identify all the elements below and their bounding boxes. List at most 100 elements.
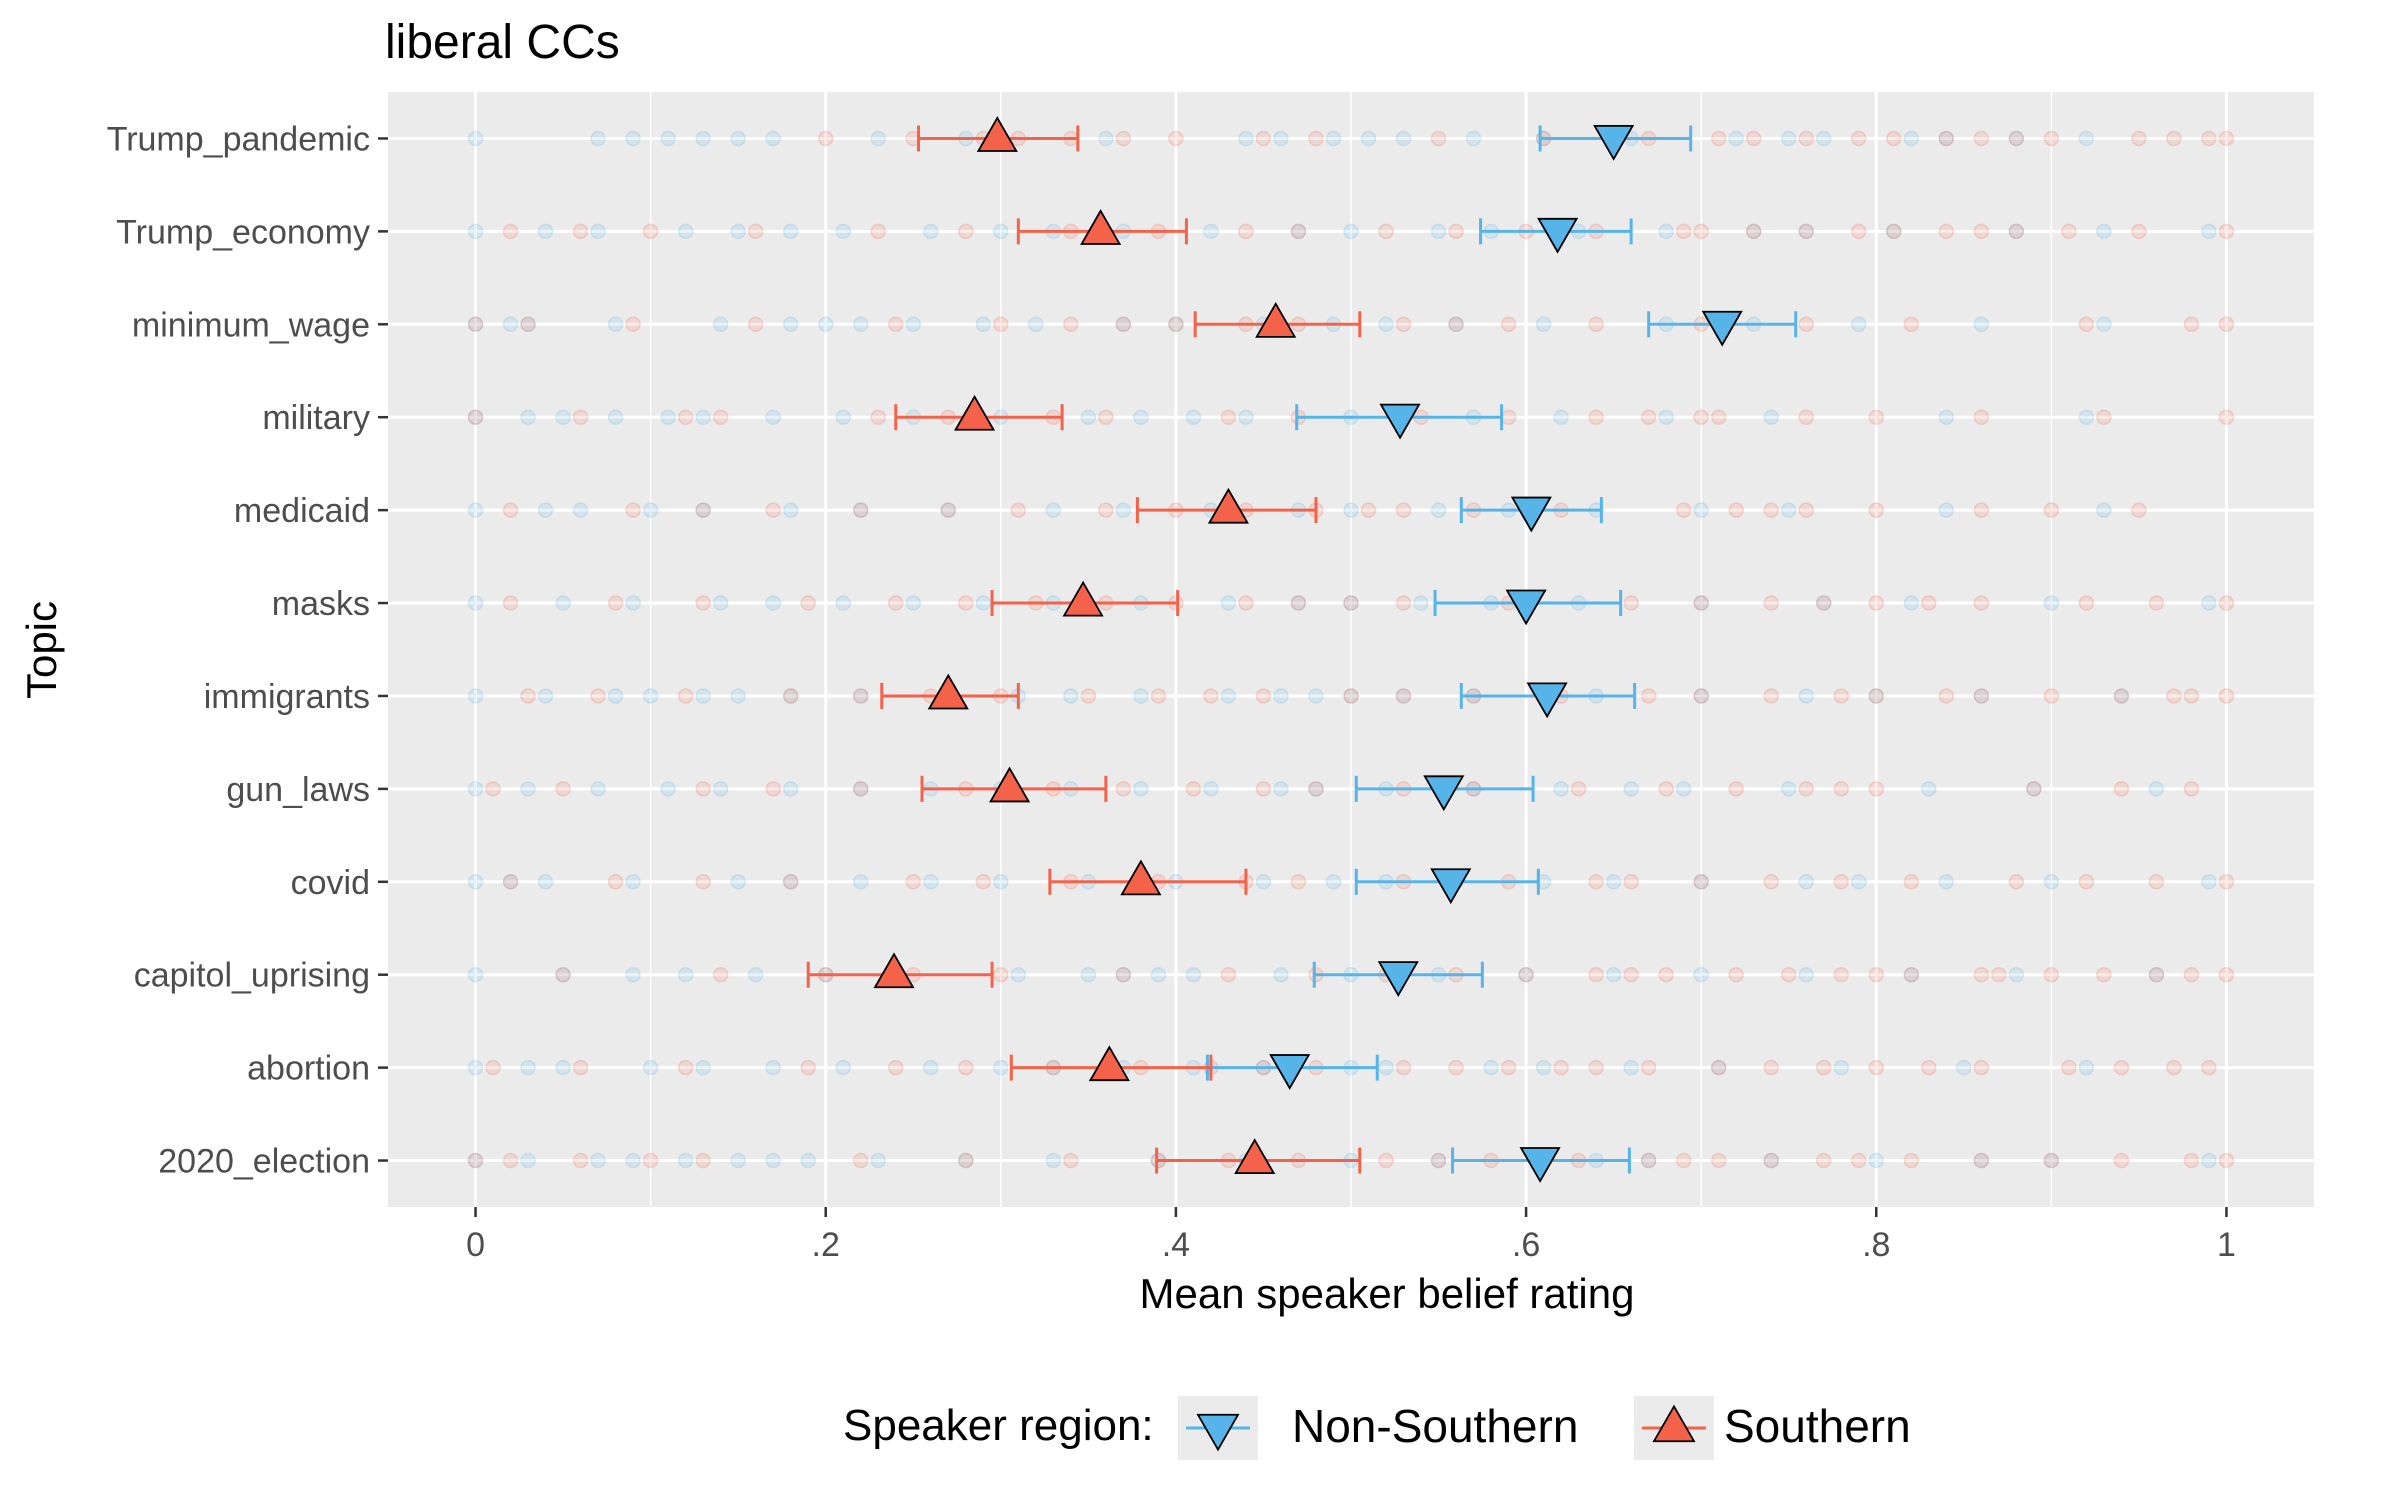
- raw-point-southern: [1640, 409, 1657, 425]
- raw-point-southern: [1833, 966, 1850, 983]
- raw-point-southern: [1886, 130, 1902, 147]
- raw-point-non-southern: [993, 874, 1009, 890]
- raw-point-southern: [2078, 874, 2095, 890]
- raw-point-southern: [852, 1152, 869, 1169]
- raw-point-southern: [1938, 223, 1955, 240]
- raw-point-non-southern: [1273, 688, 1289, 704]
- raw-point-non-southern: [1763, 1152, 1779, 1169]
- raw-point-non-southern: [1080, 409, 1097, 425]
- raw-point-southern: [1693, 688, 1709, 704]
- raw-point-southern: [2148, 595, 2165, 611]
- raw-point-non-southern: [1203, 781, 1219, 797]
- raw-point-southern: [2218, 874, 2235, 890]
- raw-point-southern: [572, 223, 589, 240]
- raw-point-southern: [1675, 1152, 1692, 1169]
- raw-point-non-southern: [1973, 316, 1990, 333]
- mean-marker-non-southern: [1423, 775, 1465, 812]
- raw-point-southern: [1098, 502, 1114, 518]
- raw-point-southern: [572, 1152, 589, 1169]
- raw-point-southern: [1710, 1059, 1727, 1076]
- raw-point-non-southern: [555, 1059, 571, 1076]
- raw-point-non-southern: [467, 595, 484, 611]
- raw-point-non-southern: [1833, 1059, 1850, 1076]
- raw-point-non-southern: [782, 502, 799, 518]
- raw-point-southern: [1203, 688, 1219, 704]
- mean-marker-non-southern: [1537, 217, 1579, 254]
- raw-point-non-southern: [1938, 130, 1955, 147]
- y-tick-label: masks: [272, 585, 370, 623]
- raw-point-non-southern: [1115, 502, 1132, 518]
- y-tick-label: 2020_election: [158, 1143, 370, 1181]
- raw-point-non-southern: [1133, 409, 1149, 425]
- raw-point-non-southern: [520, 1059, 536, 1076]
- raw-point-non-southern: [537, 223, 554, 240]
- raw-point-southern: [1448, 1059, 1464, 1076]
- mean-marker-southern: [1255, 301, 1297, 338]
- raw-point-southern: [2113, 688, 2130, 704]
- y-tick-label: military: [262, 399, 370, 437]
- raw-point-southern: [1185, 781, 1202, 797]
- raw-point-southern: [1098, 409, 1114, 425]
- raw-point-southern: [1973, 966, 1990, 983]
- raw-point-non-southern: [2201, 1152, 2217, 1169]
- raw-point-southern: [782, 874, 799, 890]
- raw-point-southern: [2183, 688, 2200, 704]
- raw-point-southern: [2078, 595, 2095, 611]
- mean-marker-southern: [1062, 580, 1104, 617]
- raw-point-non-southern: [1430, 1152, 1447, 1169]
- raw-point-non-southern: [1903, 130, 1920, 147]
- raw-point-southern: [2183, 966, 2200, 983]
- raw-point-southern: [1168, 316, 1184, 333]
- mean-marker-southern: [1088, 1045, 1130, 1082]
- mean-marker-non-southern: [1519, 1147, 1561, 1183]
- raw-point-southern: [1220, 966, 1237, 983]
- raw-point-southern: [502, 223, 519, 240]
- raw-point-non-southern: [1325, 130, 1342, 147]
- raw-point-non-southern: [1623, 1059, 1639, 1076]
- y-tick-label: medicaid: [234, 492, 370, 530]
- raw-point-southern: [1658, 781, 1674, 797]
- raw-point-non-southern: [1535, 316, 1552, 333]
- raw-point-non-southern: [2201, 874, 2217, 890]
- raw-point-non-southern: [835, 595, 851, 611]
- y-tick-label: covid: [291, 864, 370, 902]
- raw-point-southern: [2096, 966, 2112, 983]
- raw-point-non-southern: [1605, 874, 1622, 890]
- y-tick-label: immigrants: [204, 678, 370, 716]
- raw-point-non-southern: [2096, 316, 2112, 333]
- raw-point-non-southern: [923, 874, 939, 890]
- raw-point-southern: [1623, 595, 1639, 611]
- raw-point-southern: [765, 502, 781, 518]
- raw-point-southern: [2166, 1059, 2182, 1076]
- raw-point-southern: [502, 1152, 519, 1169]
- raw-point-non-southern: [1605, 966, 1622, 983]
- raw-point-non-southern: [2043, 1152, 2060, 1169]
- raw-point-southern: [642, 223, 659, 240]
- raw-point-non-southern: [1693, 688, 1709, 704]
- y-axis: Trump_pandemic Trump_economy minimum_wagem…: [107, 120, 388, 1181]
- raw-point-non-southern: [467, 1059, 484, 1076]
- raw-point-southern: [1430, 130, 1447, 147]
- raw-point-southern: [1710, 1152, 1727, 1169]
- raw-point-non-southern: [1343, 688, 1359, 704]
- raw-point-non-southern: [467, 316, 484, 333]
- raw-point-non-southern: [467, 1152, 484, 1169]
- raw-point-non-southern: [782, 223, 799, 240]
- raw-point-non-southern: [1115, 316, 1132, 333]
- raw-point-non-southern: [958, 1152, 974, 1169]
- raw-point-non-southern: [1133, 781, 1149, 797]
- raw-point-southern: [1780, 966, 1797, 983]
- raw-point-southern: [817, 130, 834, 147]
- raw-point-southern: [695, 1152, 711, 1169]
- raw-point-southern: [2183, 316, 2200, 333]
- y-tick-label: abortion: [247, 1050, 370, 1088]
- raw-point-southern: [1360, 502, 1377, 518]
- raw-point-non-southern: [852, 502, 869, 518]
- raw-point-southern: [2218, 688, 2235, 704]
- x-tick-label: .8: [1862, 1226, 1890, 1264]
- raw-point-non-southern: [1728, 130, 1744, 147]
- raw-point-non-southern: [2148, 966, 2165, 983]
- raw-point-non-southern: [660, 781, 676, 797]
- raw-point-southern: [1886, 223, 1902, 240]
- raw-point-non-southern: [2078, 1059, 2095, 1076]
